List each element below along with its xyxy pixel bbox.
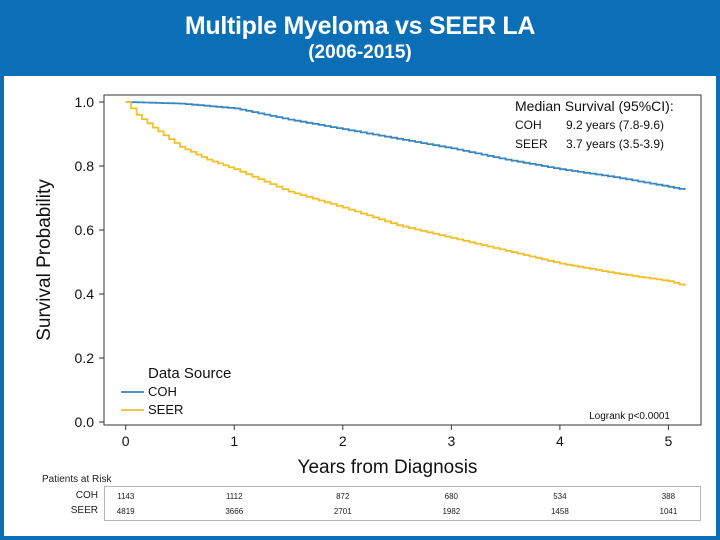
y-tick-label: 1.0 (75, 94, 95, 110)
logrank-annotation: Logrank p<0.0001 (589, 411, 670, 422)
risk-cell: 872 (336, 492, 350, 501)
risk-cell: 1143 (117, 492, 135, 501)
x-tick-label: 2 (339, 433, 347, 449)
legend-label-seer: SEER (148, 402, 183, 417)
risk-cell: 534 (553, 492, 567, 501)
median-box-title: Median Survival (95%CI): (515, 98, 674, 114)
page-subtitle: (2006-2015) (308, 42, 412, 63)
y-tick-label: 0.2 (75, 350, 95, 366)
legend-title: Data Source (148, 365, 231, 382)
y-axis-label: Survival Probability (34, 179, 55, 341)
risk-table (104, 486, 701, 521)
risk-cell: 680 (444, 492, 459, 501)
risk-cell: 2701 (333, 507, 352, 516)
header-banner: Multiple Myeloma vs SEER LA (2006-2015) (0, 0, 720, 76)
series-line-coh (125, 101, 686, 190)
x-tick-label: 3 (447, 433, 455, 449)
plot-frame (103, 94, 702, 426)
y-tick-label: 0.8 (75, 158, 95, 174)
legend-label-coh: COH (148, 384, 177, 399)
median-row-name: SEER (515, 137, 548, 151)
risk-cell: 1458 (550, 507, 569, 516)
risk-cell: 1041 (659, 507, 678, 516)
risk-cell: 3666 (225, 507, 244, 516)
risk-row-label-coh: COH (75, 490, 98, 501)
risk-cell: 4819 (116, 507, 135, 516)
y-tick-label: 0.0 (75, 414, 95, 430)
median-row-name: COH (515, 118, 542, 132)
y-tick-label: 0.4 (75, 286, 95, 302)
y-tick-label: 0.6 (75, 222, 95, 238)
x-tick-label: 1 (230, 433, 238, 449)
median-row-value: 3.7 years (3.5-3.9) (566, 137, 664, 151)
risk-table-title: Patients at Risk (42, 474, 112, 485)
risk-cell: 388 (661, 492, 676, 501)
x-tick-label: 0 (122, 433, 130, 449)
risk-cell: 1112 (225, 492, 243, 501)
x-tick-label: 4 (556, 433, 564, 449)
x-axis-label: Years from Diagnosis (298, 457, 478, 478)
risk-cell: 1982 (442, 507, 461, 516)
page-title: Multiple Myeloma vs SEER LA (184, 12, 536, 40)
series-line-seer (125, 101, 686, 286)
risk-row-label-seer: SEER (70, 505, 98, 516)
x-tick-label: 5 (665, 433, 673, 449)
median-row-value: 9.2 years (7.8-9.6) (566, 118, 664, 132)
